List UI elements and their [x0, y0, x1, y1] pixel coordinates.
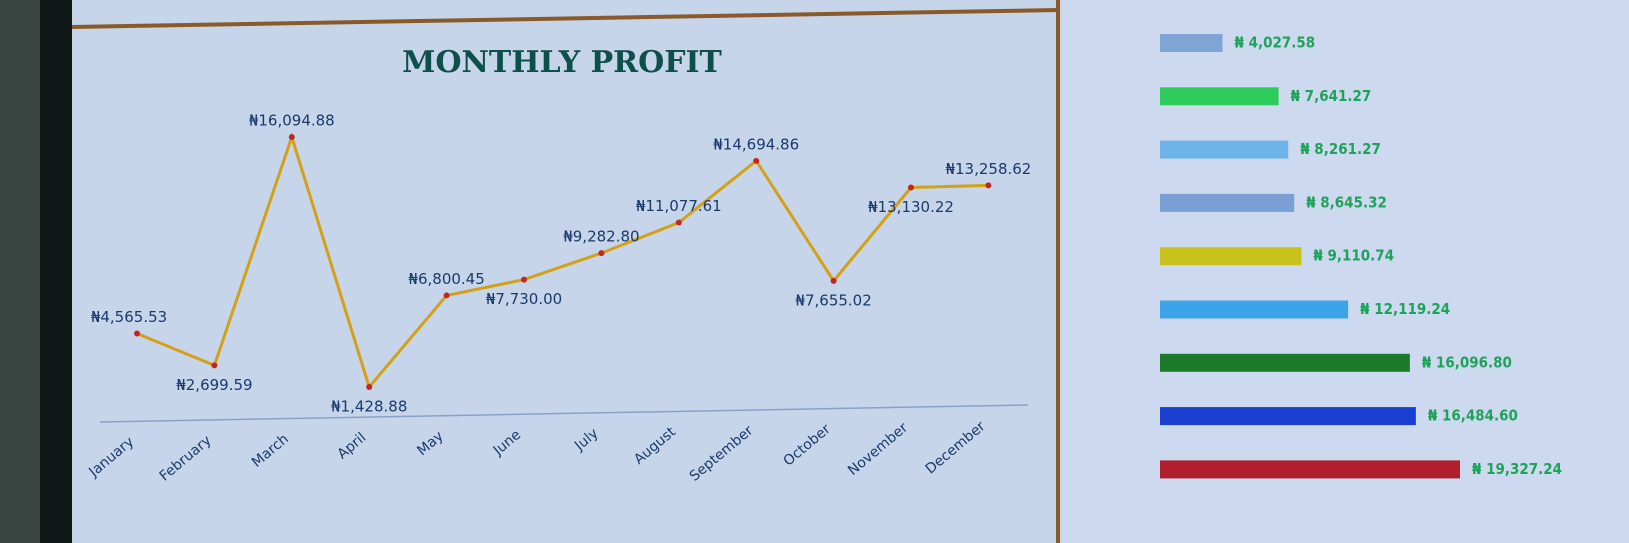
data-label: ₦6,800.45	[408, 270, 484, 288]
point	[830, 277, 837, 284]
point	[521, 276, 527, 283]
data-label: ₦ 4,027.58	[1235, 34, 1316, 52]
data-label: ₦ 16,096.80	[1422, 353, 1512, 371]
panel-border-top	[71, 8, 1059, 29]
data-label: ₦2,699.59	[176, 376, 252, 394]
point	[134, 330, 140, 337]
data-label: ₦7,655.02	[795, 291, 871, 309]
data-label: ₦ 16,484.60	[1428, 407, 1518, 425]
data-label: ₦7,730.00	[486, 290, 562, 308]
bar	[1160, 300, 1349, 319]
data-label: ₦ 7,641.27	[1291, 87, 1372, 105]
bar	[1160, 407, 1416, 426]
profit-line	[136, 132, 989, 391]
data-label: ₦13,258.62	[945, 160, 1031, 178]
line-panel	[72, 0, 1062, 543]
data-label: ₦4,565.53	[91, 308, 167, 326]
x-axis	[99, 404, 1029, 423]
bar-panel	[1062, 0, 1629, 543]
point	[288, 134, 295, 140]
data-label: ₦1,428.88	[331, 398, 407, 416]
bar	[1160, 87, 1279, 106]
data-label: ₦ 12,119.24	[1360, 300, 1450, 318]
point	[675, 219, 682, 226]
data-label: ₦9,282.80	[563, 228, 639, 246]
bezel-inner	[40, 0, 72, 543]
point	[753, 157, 760, 164]
point	[443, 292, 450, 299]
data-label: ₦ 8,645.32	[1306, 193, 1387, 211]
data-label: ₦ 8,261.27	[1300, 140, 1381, 158]
point	[211, 362, 218, 369]
chart-title: MONTHLY PROFIT	[402, 45, 722, 80]
bar	[1160, 193, 1295, 212]
point	[598, 250, 605, 257]
data-label: ₦ 19,327.24	[1472, 460, 1562, 478]
data-label: ₦ 9,110.74	[1313, 247, 1394, 265]
data-label: ₦11,077.61	[636, 197, 722, 215]
data-label: ₦16,094.88	[249, 112, 335, 130]
bar	[1160, 140, 1289, 159]
bar	[1160, 247, 1302, 266]
bar	[1160, 460, 1460, 479]
bar	[1160, 353, 1410, 372]
point	[366, 384, 373, 390]
data-label: ₦13,130.22	[868, 198, 954, 216]
point	[985, 182, 992, 189]
bar	[1160, 34, 1223, 52]
data-label: ₦14,694.86	[713, 135, 799, 153]
bezel	[0, 0, 40, 543]
point	[908, 184, 914, 191]
